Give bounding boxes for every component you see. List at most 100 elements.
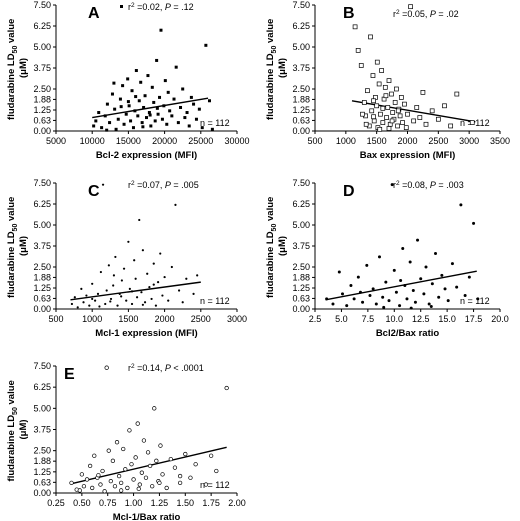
data-point xyxy=(121,446,126,452)
data-point xyxy=(109,297,113,301)
data-point xyxy=(160,472,165,477)
y-tick-label: 0.00 xyxy=(33,304,51,314)
y-tick-label: 7.50 xyxy=(33,0,51,10)
stats-annotation: r2 =0.08, P = .003 xyxy=(393,180,464,190)
data-point xyxy=(176,121,180,125)
y-tick-label: 7.50 xyxy=(292,178,310,188)
x-axis-label: Bcl-2 expression (MFI) xyxy=(96,150,197,161)
data-point xyxy=(170,265,173,269)
y-tick-label: 1.88 xyxy=(33,456,51,466)
data-point xyxy=(183,451,188,457)
data-point xyxy=(96,292,100,295)
data-point xyxy=(129,119,133,123)
data-point xyxy=(154,458,159,463)
data-point xyxy=(378,111,383,117)
data-point xyxy=(358,63,364,68)
y-tick-label: 3.75 xyxy=(292,241,310,251)
data-point xyxy=(374,302,378,306)
y-tick-label: 0.00 xyxy=(33,126,51,136)
data-point xyxy=(104,302,107,306)
x-tick-label: 5000 xyxy=(46,136,66,146)
y-tick-label: 0.63 xyxy=(33,115,51,125)
y-tick-label: 1.25 xyxy=(33,283,51,293)
data-point xyxy=(188,475,193,480)
data-point xyxy=(97,111,101,115)
y-tick-label: 1.25 xyxy=(292,105,310,115)
data-point xyxy=(389,91,394,97)
x-tick-label: 0.75 xyxy=(99,498,117,508)
data-point xyxy=(122,267,126,270)
regression-line xyxy=(351,100,476,123)
data-point xyxy=(168,456,173,462)
data-point xyxy=(126,100,130,104)
data-point xyxy=(392,100,398,105)
data-point xyxy=(398,304,402,308)
x-tick-label: 12.5 xyxy=(412,314,430,324)
data-point xyxy=(416,238,420,242)
data-point xyxy=(142,105,146,109)
data-point xyxy=(389,118,395,124)
data-point xyxy=(390,183,394,187)
x-tick-label: 3000 xyxy=(227,314,247,324)
y-tick-label: 1.25 xyxy=(292,283,310,293)
panel-letter: E xyxy=(64,366,75,383)
y-tick-label: 6.25 xyxy=(292,21,310,31)
data-point xyxy=(158,95,162,99)
data-point xyxy=(81,484,87,489)
data-point xyxy=(437,295,441,299)
y-tick-label: 6.25 xyxy=(292,199,310,209)
data-point xyxy=(340,292,344,296)
data-point xyxy=(135,296,139,299)
data-point xyxy=(145,116,148,120)
panel-d: 0.000.631.251.882.50 3.75 5.00 6.25 7.50 2.5 5… xyxy=(265,178,509,339)
data-point xyxy=(349,283,353,287)
data-point xyxy=(106,448,111,453)
data-point xyxy=(85,294,88,297)
data-point xyxy=(73,296,76,299)
y-tick-label: 1.25 xyxy=(33,105,51,115)
data-point xyxy=(128,287,131,290)
data-point xyxy=(130,302,134,306)
x-tick-label: 0.50 xyxy=(73,498,91,508)
data-point xyxy=(382,305,386,309)
data-point xyxy=(136,114,140,118)
n-label: n = 112 xyxy=(460,296,490,306)
data-point xyxy=(114,440,120,445)
y-tick-label: 3.75 xyxy=(33,425,51,435)
data-point xyxy=(80,287,83,290)
data-point xyxy=(189,95,193,99)
data-point xyxy=(369,108,375,114)
data-point xyxy=(192,102,196,106)
data-point xyxy=(384,115,389,120)
data-point xyxy=(143,301,147,304)
data-point xyxy=(148,113,152,117)
y-tick-label: 3.75 xyxy=(33,241,51,251)
data-point xyxy=(446,299,450,303)
data-point xyxy=(409,306,413,310)
data-point xyxy=(102,489,107,494)
x-tick-label: 20.0 xyxy=(491,314,509,324)
panel-a: 0.000.631.251.882.50 3.75 5.00 6.25 7.50 5000… xyxy=(6,0,250,161)
data-point xyxy=(98,305,101,308)
data-point xyxy=(385,105,391,110)
data-point xyxy=(165,122,169,126)
y-tick-label: 7.50 xyxy=(292,0,310,10)
x-tick-label: 1500 xyxy=(367,136,387,146)
x-tick-label: 3500 xyxy=(490,136,510,146)
data-point xyxy=(77,488,82,493)
data-point xyxy=(414,105,420,110)
data-point xyxy=(411,118,417,124)
x-tick-label: 20000 xyxy=(152,136,177,146)
x-tick-label: 17.5 xyxy=(465,314,483,324)
x-tick-label: 2000 xyxy=(155,314,175,324)
data-point xyxy=(424,265,428,269)
y-tick-label: 5.00 xyxy=(292,220,310,230)
y-tick-label: 3.75 xyxy=(292,63,310,73)
data-point xyxy=(420,90,426,95)
data-point xyxy=(112,484,118,489)
x-axis-label: Mcl-1/Bax ratio xyxy=(113,512,181,521)
data-point xyxy=(476,297,480,301)
data-point xyxy=(109,300,112,303)
data-point xyxy=(214,468,219,474)
data-point xyxy=(96,473,101,478)
